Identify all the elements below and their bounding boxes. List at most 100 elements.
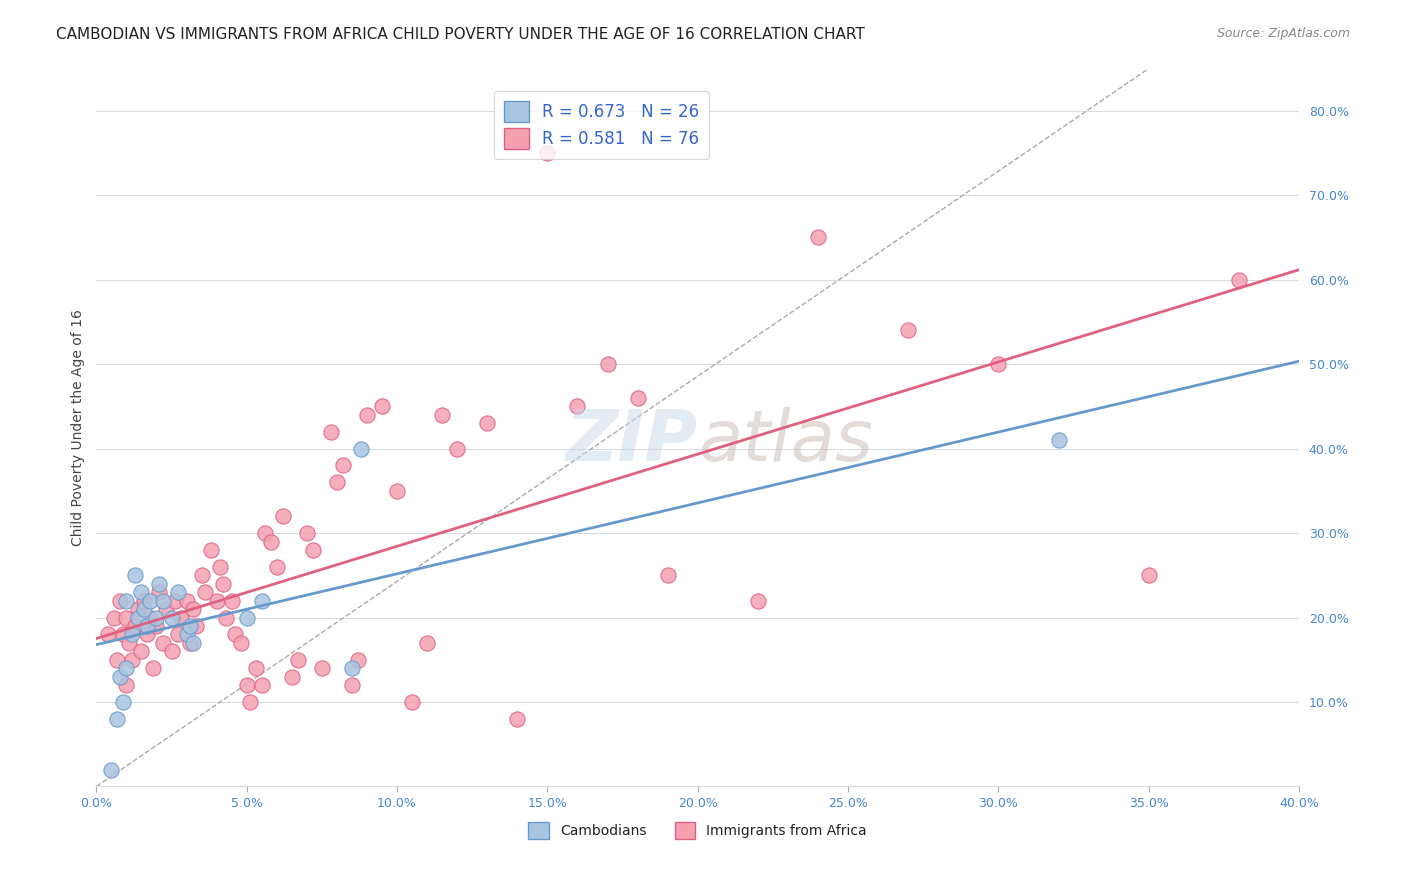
Point <box>897 323 920 337</box>
Point <box>302 543 325 558</box>
Point <box>134 602 156 616</box>
Point <box>332 458 354 473</box>
Point <box>657 568 679 582</box>
Point <box>536 146 558 161</box>
Point <box>110 593 132 607</box>
Text: atlas: atlas <box>697 408 872 476</box>
Point <box>160 644 183 658</box>
Point <box>166 585 188 599</box>
Point <box>266 559 288 574</box>
Point <box>112 627 135 641</box>
Point <box>145 619 167 633</box>
Point <box>176 627 198 641</box>
Point <box>626 391 648 405</box>
Point <box>446 442 468 456</box>
Point <box>281 670 304 684</box>
Point <box>319 425 342 439</box>
Point <box>807 230 830 244</box>
Point <box>179 636 201 650</box>
Point <box>271 509 294 524</box>
Point <box>250 593 273 607</box>
Point <box>347 653 370 667</box>
Point <box>401 695 423 709</box>
Point <box>121 627 143 641</box>
Point <box>115 593 138 607</box>
Point <box>747 593 769 607</box>
Point <box>127 610 149 624</box>
Point <box>506 712 529 726</box>
Point <box>169 610 191 624</box>
Point <box>416 636 439 650</box>
Point <box>253 526 276 541</box>
Point <box>139 593 162 607</box>
Point <box>100 763 122 777</box>
Point <box>131 644 153 658</box>
Text: CAMBODIAN VS IMMIGRANTS FROM AFRICA CHILD POVERTY UNDER THE AGE OF 16 CORRELATIO: CAMBODIAN VS IMMIGRANTS FROM AFRICA CHIL… <box>56 27 865 42</box>
Point <box>326 475 349 490</box>
Point <box>112 695 135 709</box>
Point <box>163 593 186 607</box>
Point <box>235 678 257 692</box>
Point <box>350 442 373 456</box>
Point <box>221 593 243 607</box>
Point <box>134 593 156 607</box>
Point <box>105 712 128 726</box>
Point <box>245 661 267 675</box>
Point <box>214 610 236 624</box>
Point <box>145 610 167 624</box>
Point <box>356 408 378 422</box>
Point <box>1047 433 1070 447</box>
Text: Source: ZipAtlas.com: Source: ZipAtlas.com <box>1216 27 1350 40</box>
Point <box>139 610 162 624</box>
Point <box>115 661 138 675</box>
Point <box>190 568 212 582</box>
Point <box>1227 273 1250 287</box>
Point <box>136 619 159 633</box>
Point <box>97 627 120 641</box>
Point <box>148 576 170 591</box>
Point <box>124 568 146 582</box>
Point <box>118 636 141 650</box>
Point <box>208 559 231 574</box>
Point <box>184 619 207 633</box>
Point <box>287 653 309 667</box>
Point <box>148 585 170 599</box>
Point <box>596 357 619 371</box>
Legend: Cambodians, Immigrants from Africa: Cambodians, Immigrants from Africa <box>523 816 873 844</box>
Point <box>200 543 222 558</box>
Point <box>103 610 125 624</box>
Point <box>194 585 217 599</box>
Point <box>295 526 318 541</box>
Point <box>477 417 499 431</box>
Point <box>987 357 1010 371</box>
Point <box>105 653 128 667</box>
Text: ZIP: ZIP <box>565 408 697 476</box>
Point <box>181 636 204 650</box>
Point <box>567 400 589 414</box>
Point <box>224 627 246 641</box>
Point <box>124 619 146 633</box>
Point <box>371 400 394 414</box>
Point <box>1137 568 1160 582</box>
Point <box>311 661 333 675</box>
Point <box>260 534 283 549</box>
Point <box>340 661 363 675</box>
Point <box>385 483 408 498</box>
Point <box>110 670 132 684</box>
Point <box>160 610 183 624</box>
Point <box>181 602 204 616</box>
Point <box>176 593 198 607</box>
Point <box>235 610 257 624</box>
Point <box>115 678 138 692</box>
Point <box>127 602 149 616</box>
Point <box>250 678 273 692</box>
Point <box>131 585 153 599</box>
Point <box>239 695 262 709</box>
Point <box>152 636 174 650</box>
Point <box>121 653 143 667</box>
Y-axis label: Child Poverty Under the Age of 16: Child Poverty Under the Age of 16 <box>72 309 86 546</box>
Point <box>340 678 363 692</box>
Point <box>152 593 174 607</box>
Point <box>430 408 453 422</box>
Point <box>205 593 228 607</box>
